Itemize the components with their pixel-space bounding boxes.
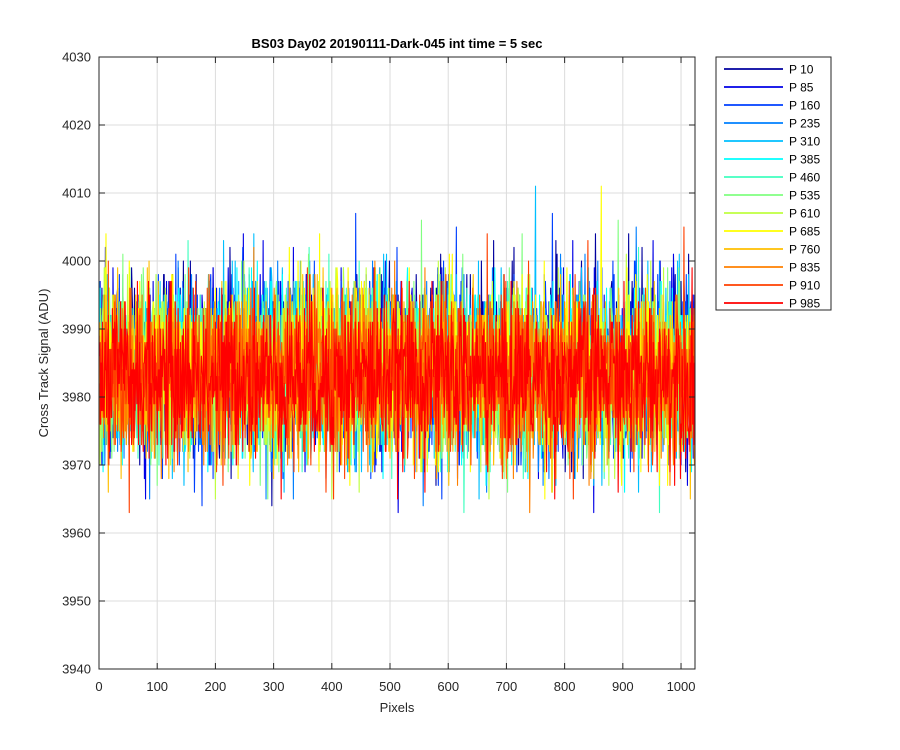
legend-label: P 10 bbox=[789, 63, 814, 77]
y-tick-label: 4000 bbox=[62, 254, 91, 269]
legend-label: P 460 bbox=[789, 171, 820, 185]
x-tick-label: 700 bbox=[496, 679, 518, 694]
chart-title: BS03 Day02 20190111-Dark-045 int time = … bbox=[252, 36, 543, 51]
x-tick-label: 800 bbox=[554, 679, 576, 694]
x-tick-label: 300 bbox=[263, 679, 285, 694]
y-tick-label: 3980 bbox=[62, 390, 91, 405]
x-tick-label: 900 bbox=[612, 679, 634, 694]
y-tick-label: 4030 bbox=[62, 50, 91, 65]
legend-entry: P 10 bbox=[724, 63, 814, 77]
legend-entry: P 760 bbox=[724, 243, 820, 257]
legend-label: P 535 bbox=[789, 189, 820, 203]
legend-entry: P 310 bbox=[724, 135, 820, 149]
legend-label: P 310 bbox=[789, 135, 820, 149]
y-axis-ticks: 3940 3950 3960 3970 3980 3990 4000 4010 4020 4030 bbox=[62, 50, 695, 677]
x-tick-label: 400 bbox=[321, 679, 343, 694]
legend-entry: P 910 bbox=[724, 279, 820, 293]
plot-area: 0 100 200 300 400 500 600 700 800 900 1000 3940 395… bbox=[62, 50, 696, 694]
legend-entry: P 535 bbox=[724, 189, 820, 203]
legend-entry: P 385 bbox=[724, 153, 820, 167]
y-tick-label: 4020 bbox=[62, 118, 91, 133]
y-tick-label: 3960 bbox=[62, 526, 91, 541]
legend-entry: P 610 bbox=[724, 207, 820, 221]
x-tick-label: 100 bbox=[146, 679, 168, 694]
legend-entry: P 460 bbox=[724, 171, 820, 185]
plot-frame bbox=[98, 56, 696, 670]
legend-label: P 985 bbox=[789, 297, 820, 311]
legend-entry: P 85 bbox=[724, 81, 814, 95]
legend-entry: P 160 bbox=[724, 99, 820, 113]
legend-label: P 760 bbox=[789, 243, 820, 257]
y-axis-label: Cross Track Signal (ADU) bbox=[36, 289, 51, 438]
x-tick-label: 200 bbox=[205, 679, 227, 694]
legend-label: P 85 bbox=[789, 81, 814, 95]
legend: P 10 P 85 P 160 P 235 P 310 P 385 P 460 P 535 P … bbox=[715, 56, 832, 311]
x-axis-label: Pixels bbox=[380, 700, 415, 715]
x-tick-label: 500 bbox=[379, 679, 401, 694]
y-tick-label: 4010 bbox=[62, 186, 91, 201]
legend-label: P 835 bbox=[789, 261, 820, 275]
y-tick-label: 3970 bbox=[62, 458, 91, 473]
legend-entry: P 235 bbox=[724, 117, 820, 131]
series-lines bbox=[99, 185, 695, 514]
legend-entry: P 985 bbox=[724, 297, 820, 311]
legend-items: P 10 P 85 P 160 P 235 P 310 P 385 P 460 P 535 P … bbox=[724, 63, 820, 311]
legend-label: P 610 bbox=[789, 207, 820, 221]
legend-label: P 685 bbox=[789, 225, 820, 239]
legend-label: P 910 bbox=[789, 279, 820, 293]
x-tick-label: 1000 bbox=[667, 679, 696, 694]
legend-entry: P 685 bbox=[724, 225, 820, 239]
legend-label: P 385 bbox=[789, 153, 820, 167]
x-axis-ticks: 0 100 200 300 400 500 600 700 800 900 1000 bbox=[95, 57, 695, 694]
legend-label: P 160 bbox=[789, 99, 820, 113]
y-tick-label: 3990 bbox=[62, 322, 91, 337]
legend-entry: P 835 bbox=[724, 261, 820, 275]
y-tick-label: 3940 bbox=[62, 662, 91, 677]
x-tick-label: 600 bbox=[437, 679, 459, 694]
legend-label: P 235 bbox=[789, 117, 820, 131]
x-tick-label: 0 bbox=[95, 679, 102, 694]
series-line-p-985 bbox=[99, 267, 695, 500]
y-tick-label: 3950 bbox=[62, 594, 91, 609]
